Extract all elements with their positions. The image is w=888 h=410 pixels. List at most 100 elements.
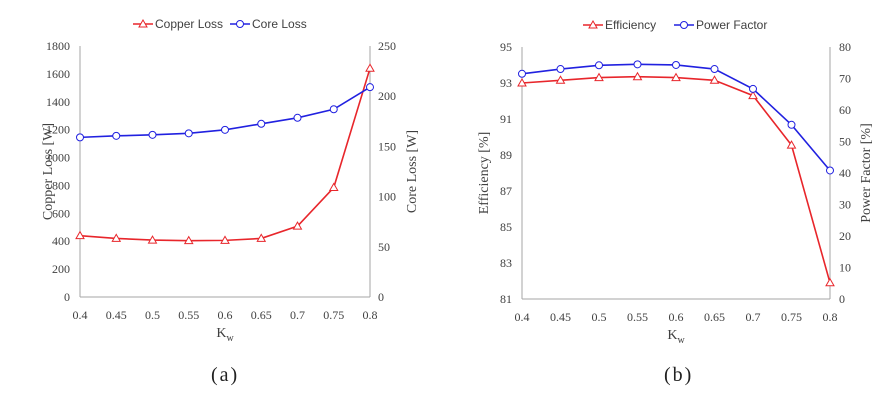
data-point-marker — [825, 277, 835, 287]
right-y-tick-label: 50 — [839, 135, 851, 149]
data-point-marker — [328, 182, 339, 192]
data-point-marker — [595, 61, 603, 70]
data-point-marker — [220, 235, 230, 244]
data-point-marker — [184, 129, 193, 138]
data-point-marker — [787, 120, 796, 129]
left-y-tick-label: 600 — [52, 206, 70, 220]
x-tick-label: 0.4 — [73, 308, 88, 322]
right-y-tick-label: 150 — [378, 139, 396, 153]
data-point-marker — [632, 71, 643, 81]
left-y-tick-label: 95 — [500, 40, 512, 54]
x-tick-label: 0.75 — [323, 308, 344, 322]
data-point-marker — [671, 72, 681, 82]
legend-marker — [588, 19, 598, 29]
legend-marker — [138, 18, 148, 28]
right-y-tick-label: 80 — [839, 40, 851, 54]
legend-marker — [680, 21, 688, 29]
data-point-marker — [594, 72, 604, 82]
right-y-tick-label: 50 — [378, 240, 390, 254]
x-tick-label: 0.6 — [669, 310, 684, 324]
right-y-tick-label: 100 — [378, 190, 396, 204]
x-tick-label: 0.7 — [746, 310, 761, 324]
right-y-tick-label: 70 — [839, 72, 851, 86]
data-point-marker — [710, 65, 719, 74]
left-y-tick-label: 1400 — [46, 95, 70, 109]
left-y-tick-label: 91 — [500, 112, 512, 126]
legend-label: Copper Loss — [155, 17, 223, 31]
right-y-tick-label: 30 — [839, 198, 851, 212]
x-tick-label: 0.8 — [363, 308, 378, 322]
right-y-tick-label: 250 — [378, 39, 396, 53]
data-point-marker — [147, 235, 158, 244]
data-point-marker — [111, 233, 122, 242]
data-point-marker — [748, 90, 758, 100]
right-y-tick-label: 40 — [839, 166, 851, 180]
right-y-axis-title: Power Factor [%] — [859, 123, 874, 223]
x-tick-label: 0.5 — [592, 310, 607, 324]
data-point-marker — [256, 233, 267, 242]
x-tick-label: 0.55 — [627, 310, 648, 324]
data-point-marker — [365, 63, 375, 72]
x-tick-label: 0.55 — [178, 308, 199, 322]
left-y-tick-label: 93 — [500, 76, 512, 90]
x-tick-label: 0.45 — [550, 310, 571, 324]
left-y-tick-label: 87 — [500, 184, 512, 198]
data-point-marker — [221, 125, 229, 134]
data-point-marker — [75, 230, 85, 240]
series-line-copper-loss — [79, 68, 371, 242]
right-y-tick-label: 0 — [839, 292, 845, 306]
data-point-marker — [709, 75, 720, 84]
left-y-tick-label: 200 — [52, 262, 70, 276]
data-point-marker — [556, 65, 565, 74]
legend-marker — [236, 20, 244, 28]
left-y-tick-label: 800 — [52, 178, 70, 192]
chart-a: 0.4 0.45 0.5 0.55 0.6 0.65 0.7 0.75 0.8020040060… — [41, 17, 420, 344]
right-y-tick-label: 200 — [378, 89, 396, 103]
right-y-tick-label: 20 — [839, 229, 851, 243]
x-axis-title: Kw — [667, 328, 685, 346]
data-point-marker — [672, 60, 680, 69]
left-y-axis-title: Efficiency [%] — [477, 132, 492, 215]
data-point-marker — [633, 60, 642, 69]
data-point-marker — [293, 113, 302, 122]
x-tick-label: 0.5 — [145, 308, 160, 322]
left-y-tick-label: 1800 — [46, 39, 70, 53]
data-point-marker — [786, 140, 797, 149]
left-y-tick-label: 400 — [52, 234, 70, 248]
left-y-tick-label: 85 — [500, 220, 512, 234]
x-tick-label: 0.65 — [704, 310, 725, 324]
data-point-marker — [517, 77, 527, 87]
x-tick-label: 0.45 — [106, 308, 127, 322]
data-point-marker — [183, 235, 194, 245]
data-point-marker — [518, 69, 526, 78]
left-y-tick-label: 1600 — [46, 67, 70, 81]
data-point-marker — [292, 221, 303, 230]
caption-b: (b) — [664, 364, 694, 386]
data-point-marker — [366, 83, 374, 92]
x-tick-label: 0.4 — [515, 310, 530, 324]
right-y-tick-label: 0 — [378, 290, 384, 304]
chart-b: 0.4 0.45 0.5 0.55 0.6 0.65 0.7 0.75 0.8 81 83 85 87 8… — [477, 18, 874, 346]
legend-label: Efficiency — [605, 18, 656, 32]
caption-a: (a) — [211, 364, 240, 386]
legend-label: Core Loss — [252, 17, 307, 31]
legend-label: Power Factor — [696, 18, 767, 32]
data-point-marker — [112, 131, 121, 140]
data-point-marker — [749, 84, 757, 93]
series-line-efficiency — [521, 75, 831, 284]
x-tick-label: 0.75 — [781, 310, 802, 324]
x-tick-label: 0.8 — [823, 310, 838, 324]
x-tick-label: 0.65 — [251, 308, 272, 322]
data-point-marker — [555, 75, 566, 84]
right-y-tick-label: 10 — [839, 261, 851, 275]
left-y-tick-label: 1200 — [46, 123, 70, 137]
left-y-tick-label: 1000 — [46, 151, 70, 165]
data-point-marker — [148, 130, 157, 139]
left-y-tick-label: 83 — [500, 256, 512, 270]
left-y-axis-title: Copper Loss [W] — [41, 123, 56, 220]
data-point-marker — [826, 166, 834, 175]
x-tick-label: 0.7 — [290, 308, 305, 322]
left-y-tick-label: 0 — [64, 290, 70, 304]
left-y-tick-label: 89 — [500, 148, 512, 162]
